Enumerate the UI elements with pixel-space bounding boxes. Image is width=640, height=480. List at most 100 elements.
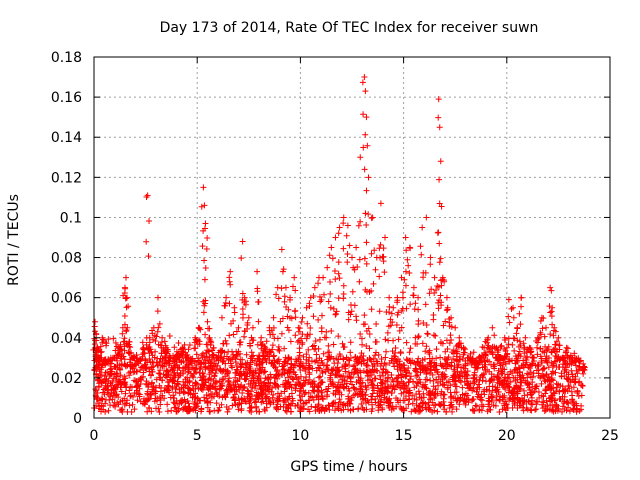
data-point	[530, 357, 537, 364]
data-point	[318, 296, 325, 303]
data-point	[244, 370, 251, 377]
data-point	[289, 395, 296, 402]
data-point	[423, 369, 430, 376]
data-point	[171, 344, 178, 351]
data-point	[359, 396, 366, 403]
data-point	[437, 158, 444, 165]
data-point	[360, 357, 367, 364]
data-point	[121, 321, 128, 328]
data-point	[376, 308, 383, 315]
x-tick-label: 0	[90, 428, 99, 444]
data-point	[414, 340, 421, 347]
data-point	[534, 351, 541, 358]
data-point	[218, 401, 225, 408]
data-point	[216, 378, 223, 385]
data-point	[241, 395, 248, 402]
data-point	[335, 333, 342, 340]
data-point	[372, 375, 379, 382]
data-point	[267, 379, 274, 386]
data-point	[328, 328, 335, 335]
data-point	[279, 315, 286, 322]
data-point	[223, 294, 230, 301]
data-point	[520, 357, 527, 364]
data-point	[295, 328, 302, 335]
data-point	[269, 331, 276, 338]
data-point	[187, 370, 194, 377]
data-point	[326, 353, 333, 360]
data-point	[357, 330, 364, 337]
data-point	[226, 274, 233, 281]
data-point	[529, 401, 536, 408]
data-point	[368, 215, 375, 222]
data-point	[435, 96, 442, 103]
data-point	[402, 234, 409, 241]
data-point	[240, 368, 247, 375]
data-point	[227, 360, 234, 367]
data-point	[164, 408, 171, 415]
data-point	[273, 291, 280, 298]
data-point	[330, 341, 337, 348]
data-point	[213, 400, 220, 407]
data-point	[529, 354, 536, 361]
data-point	[382, 369, 389, 376]
data-point	[332, 399, 339, 406]
data-point	[382, 234, 389, 241]
data-point	[339, 364, 346, 371]
data-point	[421, 356, 428, 363]
data-point	[109, 379, 116, 386]
data-point	[374, 360, 381, 367]
data-point	[423, 322, 430, 329]
data-point	[546, 406, 553, 413]
data-point	[471, 369, 478, 376]
data-point	[203, 341, 210, 348]
data-point	[268, 388, 275, 395]
data-point	[91, 404, 98, 411]
data-point	[222, 299, 229, 306]
data-point	[383, 348, 390, 355]
data-point	[315, 374, 322, 381]
data-point	[427, 254, 434, 261]
data-point	[137, 398, 144, 405]
data-point	[580, 360, 587, 367]
data-point	[355, 359, 362, 366]
data-point	[427, 261, 434, 268]
data-point	[397, 397, 404, 404]
data-point	[524, 380, 531, 387]
data-point	[281, 298, 288, 305]
data-point	[391, 386, 398, 393]
data-point	[397, 367, 404, 374]
data-point	[201, 276, 208, 283]
data-point	[318, 406, 325, 413]
data-point	[548, 287, 555, 294]
data-point	[327, 304, 334, 311]
data-point	[190, 374, 197, 381]
data-point	[498, 342, 505, 349]
data-point	[254, 285, 261, 292]
data-point	[538, 392, 545, 399]
data-point	[444, 306, 451, 313]
data-point	[333, 310, 340, 317]
data-point	[561, 357, 568, 364]
data-point	[105, 336, 112, 343]
data-point	[143, 238, 150, 245]
data-point	[561, 398, 568, 405]
data-point	[485, 398, 492, 405]
data-point	[323, 362, 330, 369]
data-point	[111, 371, 118, 378]
data-point	[195, 324, 202, 331]
data-point	[396, 327, 403, 334]
data-point	[456, 334, 463, 341]
data-point	[549, 304, 556, 311]
data-point	[363, 386, 370, 393]
data-point	[569, 373, 576, 380]
data-point	[202, 220, 209, 227]
data-point	[327, 290, 334, 297]
data-point	[255, 377, 262, 384]
data-point	[313, 351, 320, 358]
data-point	[262, 375, 269, 382]
data-point	[355, 222, 362, 229]
data-point	[303, 356, 310, 363]
data-point	[520, 400, 527, 407]
data-point	[485, 342, 492, 349]
data-point	[340, 220, 347, 227]
